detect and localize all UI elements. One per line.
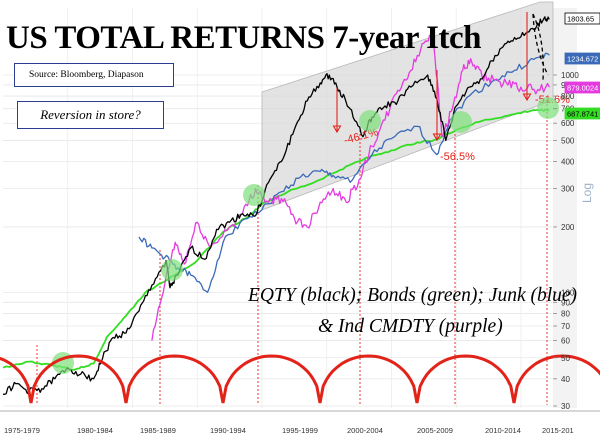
end-label-box	[564, 52, 600, 65]
y-tick-label: 600	[561, 119, 575, 128]
y-tick-label: 400	[561, 157, 575, 166]
x-tick-label: 2015-201	[542, 426, 574, 435]
seven-year-cycle-curve	[0, 354, 600, 404]
y-tick-label: 80	[561, 309, 570, 318]
y-tick-label: 40	[561, 375, 570, 384]
legend-line-2: & Ind CMDTY (purple)	[318, 316, 503, 337]
series-line-junk	[138, 52, 550, 294]
y-tick-label: 30	[561, 402, 570, 411]
drawdown-arrowhead	[332, 125, 342, 134]
cycle-curve	[0, 354, 600, 404]
reversion-callout: Reversion in store?	[17, 101, 164, 129]
y-tick-label: 70	[561, 322, 570, 331]
x-tick-label: 2010-2014	[485, 426, 521, 435]
y-tick-label: 90	[561, 298, 570, 307]
cycle-marker	[450, 111, 472, 133]
y-tick-label: 800	[561, 92, 575, 101]
y-tick-label: 100	[561, 288, 575, 297]
x-tick-label: 1995-1999	[282, 426, 318, 435]
end-label-bonds: 687.8741	[567, 110, 598, 119]
drawdown-arrowhead	[432, 133, 442, 142]
chart-title: US TOTAL RETURNS 7-year Itch	[6, 20, 481, 56]
y-tick-label: 1000	[561, 71, 579, 80]
cycle-marker	[537, 97, 559, 119]
series-line-eqty	[2, 16, 550, 395]
y-tick-label: 60	[561, 337, 570, 346]
cycle-markers	[52, 97, 559, 374]
end-label-ind-cmdty: 879.0024	[567, 84, 598, 93]
x-tick-label: 1975-1979	[4, 426, 40, 435]
x-tick-label: 1990-1994	[210, 426, 246, 435]
cycle-marker	[359, 110, 381, 132]
x-tick-label: 2005-2009	[417, 426, 453, 435]
y-tick-label: 50	[561, 354, 570, 363]
legend-line-1: EQTY (black); Bonds (green); Junk (blue)	[248, 285, 578, 306]
cycle-marker	[161, 259, 183, 281]
end-value-labels: 1803.65 1234.672 879.0024 687.8741	[564, 12, 600, 120]
source-note: Source: Bloomberg, Diapason	[14, 63, 174, 87]
series-line-ind-cmdty	[151, 29, 550, 341]
log-axis-panel	[553, 8, 577, 408]
x-axis: 1975-1979 1980-1984 1985-1989 1990-1994 1995…	[0, 410, 600, 435]
end-label-box	[564, 81, 600, 94]
drawdown-arrowhead	[522, 93, 532, 102]
y-tick-label: 300	[561, 185, 575, 194]
y-tick-label: 500	[561, 136, 575, 145]
equity-projection	[532, 13, 544, 81]
drawdown-label: -56.5%	[440, 151, 475, 163]
x-tick-label: 1985-1989	[140, 426, 176, 435]
x-tick-label: 2000-2004	[347, 426, 383, 435]
log-scale-label: Log	[580, 182, 594, 203]
end-label-eqty: 1803.65	[567, 15, 594, 24]
cycle-marker	[243, 184, 265, 206]
y-tick-label: 200	[561, 223, 575, 232]
equity-projection	[532, 13, 549, 76]
cycle-vertical-lines	[36, 100, 548, 405]
end-label-box	[564, 107, 600, 120]
end-label-junk: 1234.672	[567, 55, 598, 64]
x-tick-label: 1980-1984	[77, 426, 113, 435]
end-label-box	[564, 12, 600, 25]
